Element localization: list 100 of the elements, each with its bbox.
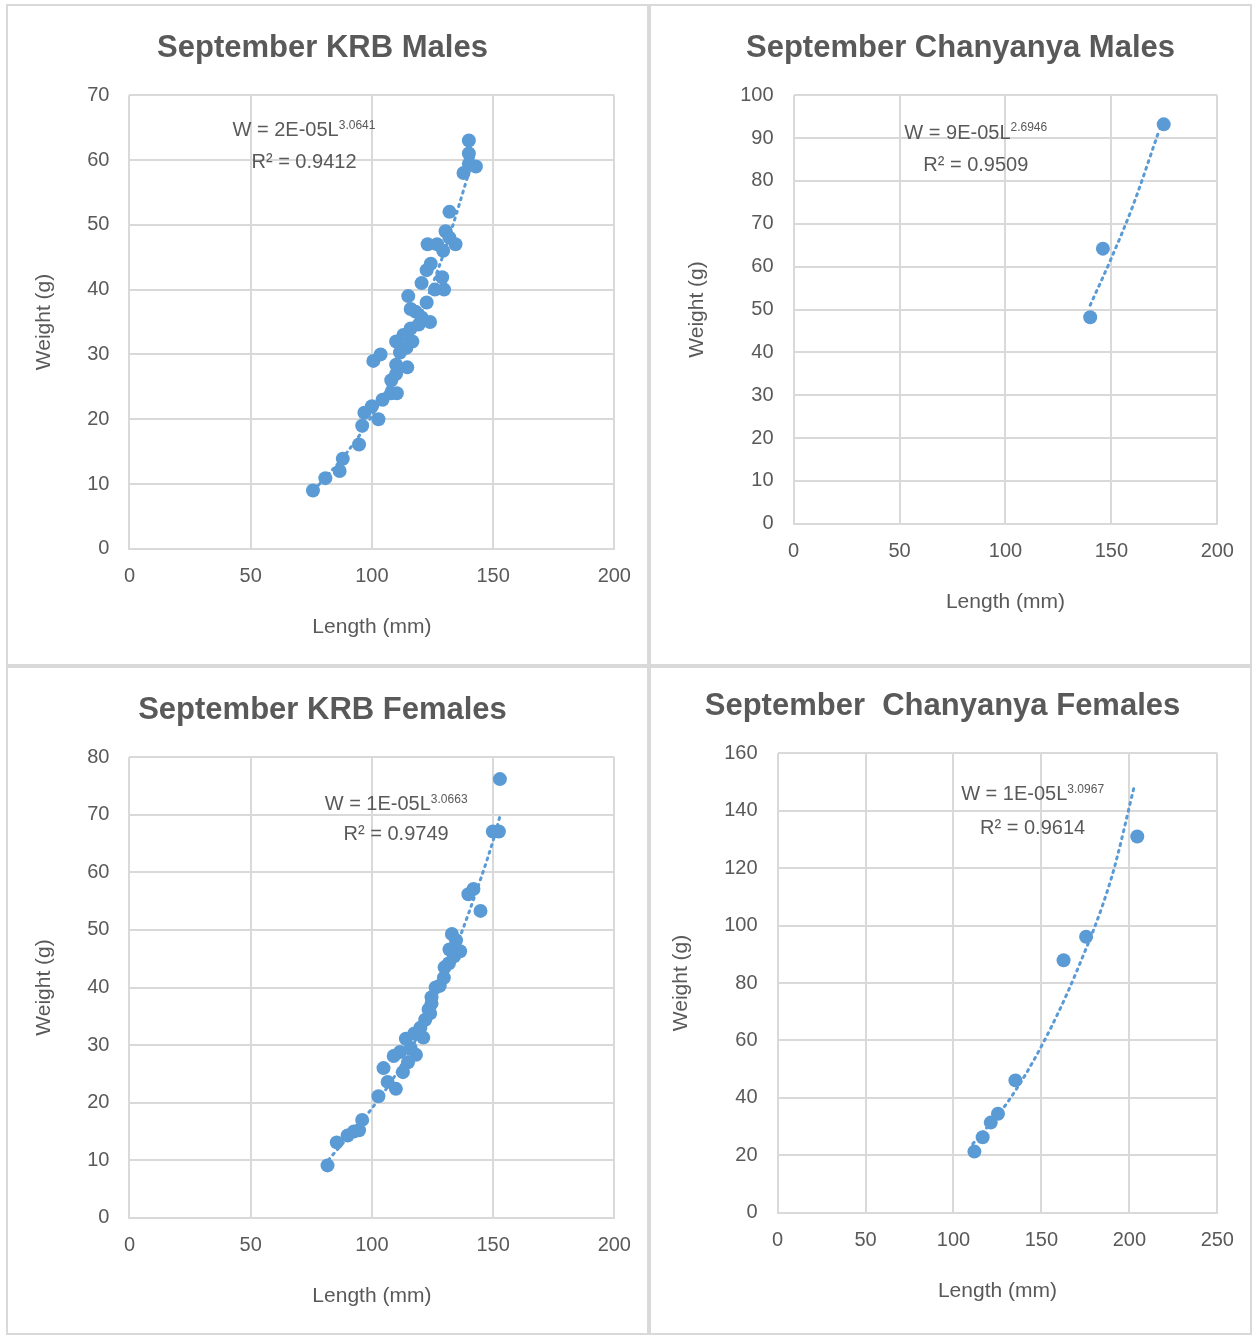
point: [400, 360, 415, 375]
x-tick-label: 100: [355, 564, 389, 587]
chart-title: September KRB Males: [157, 29, 488, 65]
y-tick-label: 0: [746, 1200, 758, 1223]
y-axis-title: Weight (g): [31, 273, 55, 371]
x-axis-title: Length (mm): [937, 1278, 1057, 1302]
x-tick-label: 0: [123, 564, 136, 587]
y-tick-label: 100: [724, 913, 758, 936]
y-tick-label: 80: [751, 168, 774, 191]
point: [329, 1135, 344, 1150]
y-axis-title: Weight (g): [31, 939, 55, 1036]
y-tick-label: 20: [87, 406, 110, 429]
y-tick-label: 70: [751, 211, 774, 234]
point: [473, 903, 488, 918]
point: [416, 1030, 431, 1045]
point: [1056, 953, 1071, 968]
y-tick-label: 80: [87, 744, 110, 767]
x-axis-title: Length (mm): [312, 614, 432, 638]
point: [335, 451, 350, 466]
x-tick-label: 100: [355, 1233, 389, 1256]
point: [990, 1106, 1005, 1121]
y-tick-label: 60: [751, 254, 774, 277]
y-tick-label: 120: [724, 855, 758, 878]
y-tick-label: 0: [98, 1205, 110, 1228]
x-tick-label: 100: [988, 539, 1023, 562]
x-tick-label: 200: [597, 564, 631, 587]
y-tick-label: 50: [751, 297, 774, 320]
y-tick-label: 60: [735, 1027, 758, 1050]
y-tick-label: 0: [762, 511, 774, 534]
x-tick-label: 50: [888, 539, 911, 562]
x-tick-label: 50: [239, 1233, 262, 1256]
point: [320, 1158, 335, 1173]
y-tick-label: 60: [87, 859, 110, 882]
y-tick-label: 40: [87, 975, 110, 998]
y-tick-label: 10: [751, 468, 774, 491]
annotation: R² = 0.9749: [343, 822, 449, 845]
x-tick-label: 0: [788, 539, 800, 562]
point: [437, 282, 452, 297]
point: [466, 882, 481, 897]
x-tick-label: 150: [476, 564, 510, 587]
y-tick-label: 100: [740, 82, 774, 105]
point: [371, 412, 386, 427]
point: [376, 1061, 391, 1076]
y-tick-label: 50: [87, 212, 110, 235]
y-tick-label: 50: [87, 917, 110, 940]
point: [1156, 117, 1171, 132]
point: [419, 295, 434, 310]
y-tick-label: 20: [751, 425, 774, 448]
point: [401, 289, 416, 304]
x-tick-label: 150: [1094, 539, 1129, 562]
point: [1079, 929, 1094, 944]
point: [461, 146, 476, 161]
x-axis-title: Length (mm): [312, 1283, 432, 1307]
y-tick-label: 70: [87, 82, 110, 105]
point: [442, 230, 457, 245]
point: [975, 1130, 990, 1145]
x-tick-label: 0: [123, 1233, 136, 1256]
y-tick-label: 10: [87, 471, 110, 494]
y-tick-label: 160: [724, 740, 758, 763]
point: [1095, 241, 1110, 256]
point: [967, 1144, 982, 1159]
x-tick-label: 150: [476, 1233, 510, 1256]
point: [1130, 829, 1145, 844]
x-tick-label: 200: [1112, 1228, 1147, 1251]
x-tick-label: 200: [1200, 539, 1234, 562]
y-tick-label: 30: [751, 382, 774, 405]
point: [371, 1089, 386, 1104]
point: [1083, 310, 1098, 325]
x-tick-label: 150: [1024, 1228, 1059, 1251]
x-tick-label: 100: [936, 1228, 971, 1251]
chart-title: September Chanyanya Males: [745, 29, 1176, 65]
y-tick-label: 140: [724, 798, 758, 821]
y-tick-label: 90: [751, 125, 774, 148]
y-tick-label: 30: [87, 341, 110, 364]
x-tick-label: 50: [239, 564, 262, 587]
point: [492, 772, 507, 787]
x-tick-label: 200: [597, 1233, 631, 1256]
chart-title: September Chanyanya Females: [704, 687, 1181, 723]
chart-title: September KRB Females: [138, 691, 507, 727]
point: [430, 237, 445, 252]
y-tick-label: 20: [735, 1142, 758, 1165]
y-tick-label: 20: [87, 1090, 110, 1113]
y-tick-label: 60: [87, 147, 110, 170]
point: [983, 1115, 998, 1130]
point: [332, 464, 347, 479]
y-axis-title: Weight (g): [668, 934, 692, 1032]
x-tick-label: 250: [1200, 1228, 1234, 1251]
x-tick-label: 50: [854, 1228, 877, 1251]
point: [409, 1047, 423, 1062]
point: [442, 204, 457, 219]
point: [461, 133, 476, 148]
point: [388, 1081, 403, 1096]
point: [403, 302, 418, 317]
point: [423, 256, 438, 271]
y-tick-label: 40: [87, 277, 110, 300]
point: [305, 483, 320, 498]
point: [414, 276, 429, 291]
point: [373, 347, 388, 362]
point: [1008, 1073, 1023, 1088]
annotation: R² = 0.9412: [251, 149, 357, 172]
